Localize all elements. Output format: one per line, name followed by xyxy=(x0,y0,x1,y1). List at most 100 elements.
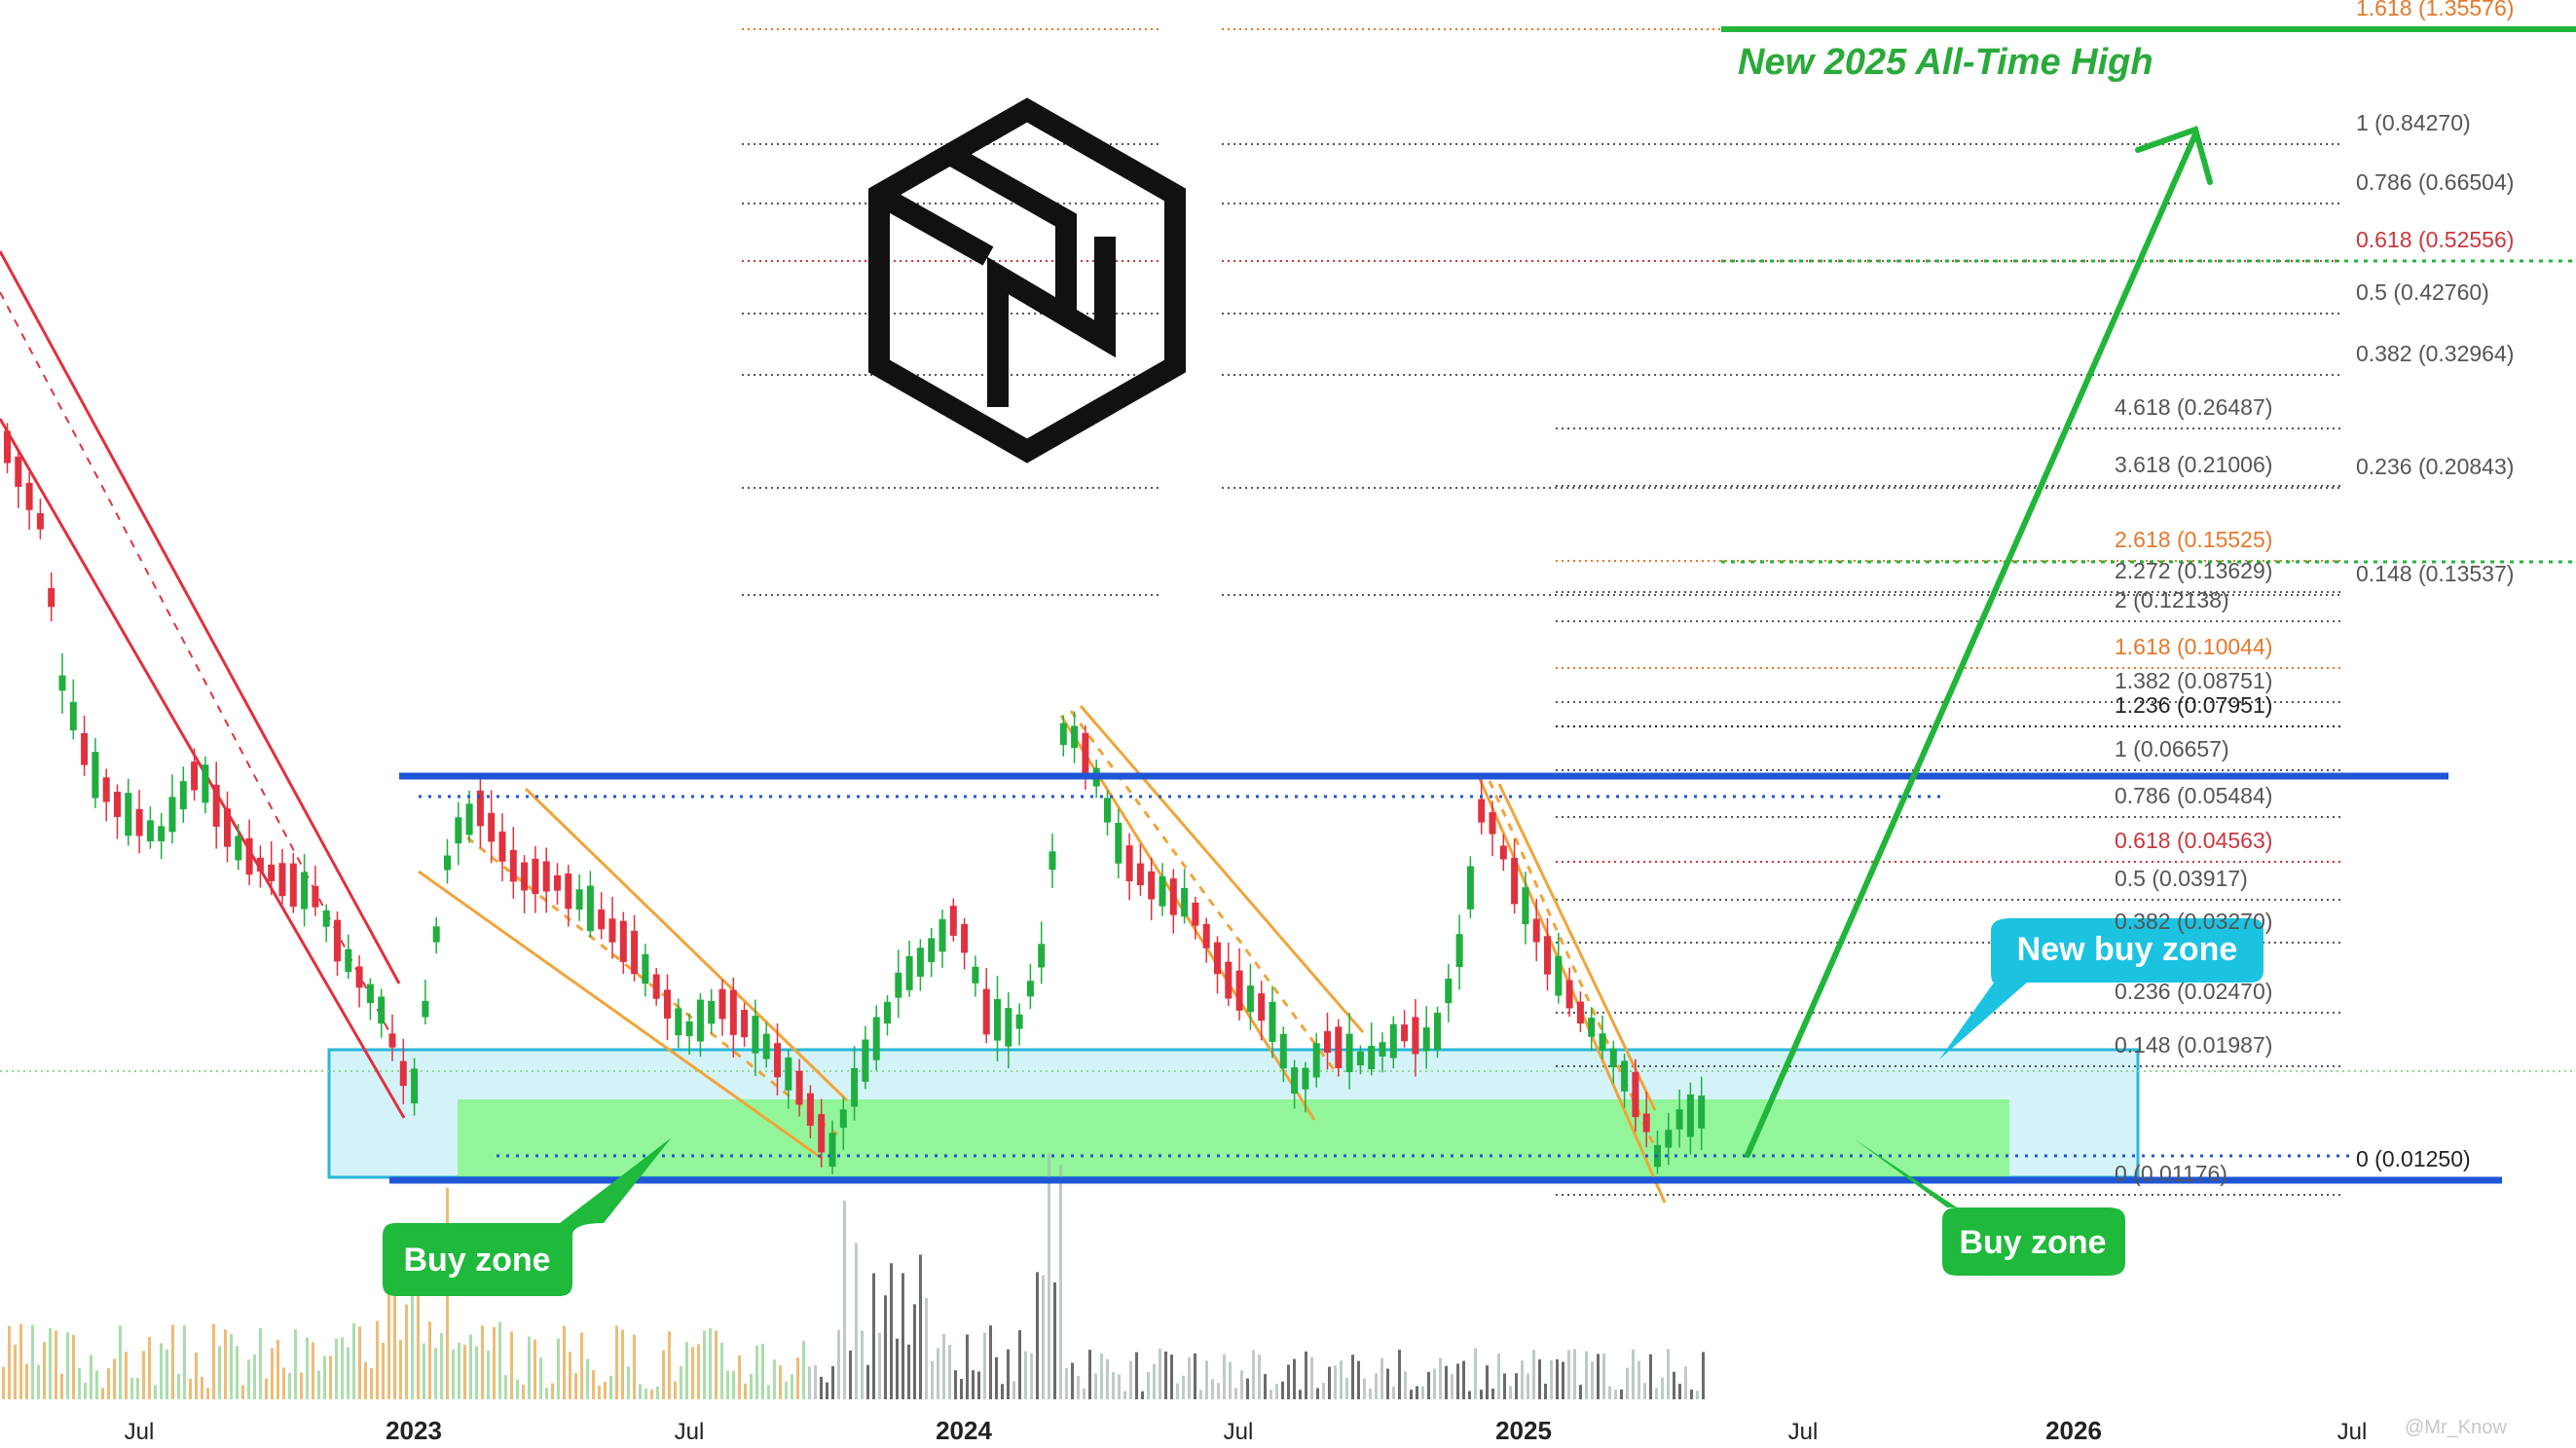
volume-bar xyxy=(639,1384,642,1399)
volume-bar xyxy=(1398,1350,1401,1399)
candle-body xyxy=(1599,1033,1606,1051)
volume-bar xyxy=(1065,1367,1068,1399)
time-axis-label: 2026 xyxy=(2045,1416,2102,1445)
volume-bar xyxy=(1567,1350,1570,1399)
volume-bar xyxy=(1053,1281,1056,1399)
candle-body xyxy=(762,1033,770,1059)
candle-body xyxy=(795,1070,803,1105)
volume-bar xyxy=(1380,1357,1383,1399)
volume-bar xyxy=(785,1381,788,1399)
volume-bar xyxy=(183,1324,186,1399)
candle-body xyxy=(322,910,330,927)
candle-body xyxy=(1434,1013,1441,1050)
volume-bar xyxy=(1404,1371,1407,1399)
candle-body xyxy=(1511,857,1519,905)
volume-bar xyxy=(1340,1360,1343,1399)
volume-bar xyxy=(382,1343,385,1399)
candle-body xyxy=(608,918,616,943)
volume-bar xyxy=(241,1385,244,1399)
volume-bar xyxy=(1585,1351,1588,1399)
candle-body xyxy=(488,812,496,842)
volume-bar xyxy=(574,1372,577,1399)
candle-body xyxy=(729,989,737,1035)
candle-body xyxy=(708,1000,716,1024)
volume-bar xyxy=(101,1388,104,1399)
candle-body xyxy=(862,1039,869,1082)
volume-bar xyxy=(1573,1349,1576,1399)
candle-body xyxy=(334,919,341,962)
candle-body xyxy=(15,456,22,488)
volume-bar xyxy=(1088,1350,1091,1399)
volume-bar xyxy=(1369,1388,1372,1399)
volume-bar xyxy=(25,1363,28,1399)
fib-right-label: 0.236 (0.20843) xyxy=(2356,454,2514,479)
candle-body xyxy=(411,1068,419,1104)
candle-body xyxy=(1698,1095,1706,1129)
volume-bar xyxy=(1392,1386,1395,1399)
volume-bar xyxy=(826,1382,828,1399)
volume-bar xyxy=(878,1332,881,1399)
candle-body xyxy=(1214,942,1221,975)
volume-bar xyxy=(481,1325,484,1399)
volume-bar xyxy=(1252,1350,1255,1399)
volume-bar xyxy=(1608,1386,1611,1399)
candle-body xyxy=(1555,955,1563,996)
candle-body xyxy=(839,1109,847,1129)
volume-bar xyxy=(1164,1351,1167,1399)
volume-bar xyxy=(750,1373,753,1399)
fib-middle-label: 0.786 (0.05484) xyxy=(2115,783,2272,808)
volume-bar xyxy=(1094,1373,1097,1399)
volume-bar xyxy=(1123,1391,1126,1399)
fib-middle-label: 0.382 (0.03270) xyxy=(2115,909,2272,934)
candle-body xyxy=(289,863,297,908)
volume-bar xyxy=(393,1227,396,1399)
candlesticks xyxy=(4,423,1706,1174)
volume-bar xyxy=(1550,1360,1553,1399)
volume-bar xyxy=(428,1321,431,1399)
candle-body xyxy=(1059,723,1067,745)
volume-bar xyxy=(1544,1383,1547,1399)
fib-middle-label: 0.236 (0.02470) xyxy=(2115,979,2272,1004)
buy-zone-right-label: Buy zone xyxy=(1959,1224,2106,1261)
time-axis-label: 2024 xyxy=(936,1416,992,1445)
volume-bar xyxy=(1205,1360,1208,1399)
volume-bar xyxy=(1363,1378,1366,1399)
volume-bars xyxy=(2,1152,1705,1399)
candle-body xyxy=(36,512,44,530)
volume-bar xyxy=(440,1332,443,1399)
volume-bar xyxy=(791,1374,793,1399)
candle-body xyxy=(1258,993,1266,1021)
fib-middle-label: 0.618 (0.04563) xyxy=(2115,828,2272,853)
volume-bar xyxy=(557,1338,560,1399)
candle-body xyxy=(1279,1033,1287,1069)
volume-bar xyxy=(1667,1349,1670,1399)
candle-body xyxy=(388,1033,396,1048)
volume-bar xyxy=(1532,1350,1535,1399)
time-axis-label: Jul xyxy=(1788,1419,1819,1445)
candle-body xyxy=(1246,985,1254,1013)
candle-body xyxy=(652,974,660,999)
volume-bar xyxy=(773,1359,776,1399)
volume-bar xyxy=(1620,1390,1623,1399)
volume-bar xyxy=(405,1304,408,1399)
candle-body xyxy=(1642,1113,1650,1132)
candle-body xyxy=(1192,902,1199,926)
ath-label: New 2025 All-Time High xyxy=(1738,42,2153,83)
volume-bar xyxy=(1305,1351,1307,1399)
volume-bar xyxy=(1386,1368,1389,1399)
volume-bar xyxy=(1159,1348,1161,1399)
candle-body xyxy=(268,864,276,881)
candle-body xyxy=(158,826,166,841)
volume-bar xyxy=(615,1325,618,1399)
candle-body xyxy=(146,820,154,841)
fib-middle-label: 2 (0.12138) xyxy=(2115,587,2229,613)
volume-bar xyxy=(1018,1329,1021,1399)
candle-body xyxy=(1324,1030,1331,1054)
candle-body xyxy=(476,790,484,827)
volume-bar xyxy=(1503,1373,1506,1399)
volume-bar xyxy=(136,1377,139,1399)
volume-bar xyxy=(569,1352,571,1399)
volume-bar xyxy=(212,1323,215,1399)
candle-body xyxy=(675,1008,682,1036)
volume-bar xyxy=(732,1370,735,1399)
